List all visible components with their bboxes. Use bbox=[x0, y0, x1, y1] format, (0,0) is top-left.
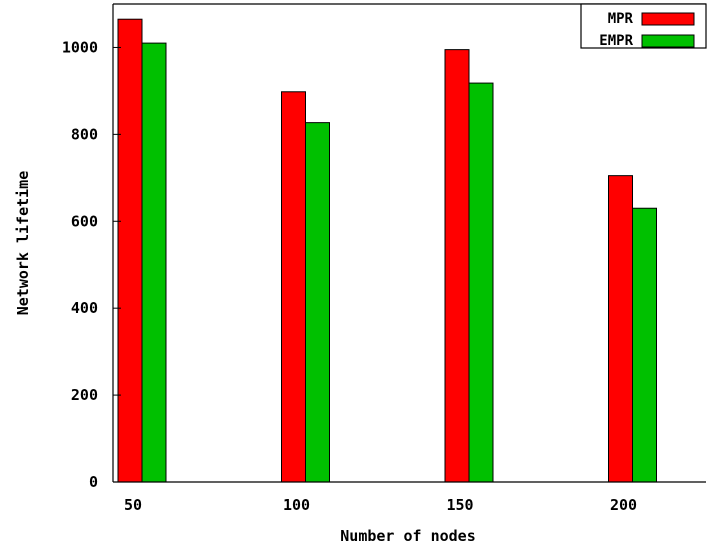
bar-mpr-50 bbox=[117, 18, 143, 483]
y-tick-label: 0 bbox=[89, 473, 98, 491]
x-tick-label: 100 bbox=[283, 496, 310, 514]
y-tick-label: 400 bbox=[71, 299, 98, 317]
bar-empr-150 bbox=[468, 82, 494, 483]
x-ticks: 50 100 150 200 bbox=[124, 496, 637, 514]
y-tick-label: 600 bbox=[71, 212, 98, 230]
legend-label-mpr: MPR bbox=[608, 11, 634, 27]
bar-mpr-100 bbox=[281, 91, 306, 483]
y-ticks: 0 200 400 600 800 1000 bbox=[62, 38, 121, 491]
y-axis-label: Network lifetime bbox=[14, 171, 32, 316]
bar-empr-100 bbox=[305, 122, 330, 483]
legend-label-empr: EMPR bbox=[599, 33, 633, 49]
legend: MPR EMPR bbox=[580, 3, 707, 49]
legend-swatch-mpr bbox=[641, 12, 695, 26]
y-tick-label: 200 bbox=[71, 386, 98, 404]
x-axis-label: Number of nodes bbox=[340, 527, 475, 545]
x-tick-label: 200 bbox=[610, 496, 637, 514]
bars bbox=[117, 18, 657, 483]
legend-swatch-empr bbox=[641, 34, 695, 48]
bar-mpr-150 bbox=[444, 49, 470, 483]
bar-empr-200 bbox=[632, 207, 657, 483]
bar-mpr-200 bbox=[608, 175, 633, 483]
x-tick-label: 150 bbox=[446, 496, 473, 514]
x-tick-label: 50 bbox=[124, 496, 142, 514]
y-tick-label: 1000 bbox=[62, 38, 98, 56]
bar-empr-50 bbox=[141, 42, 167, 483]
y-tick-label: 800 bbox=[71, 125, 98, 143]
